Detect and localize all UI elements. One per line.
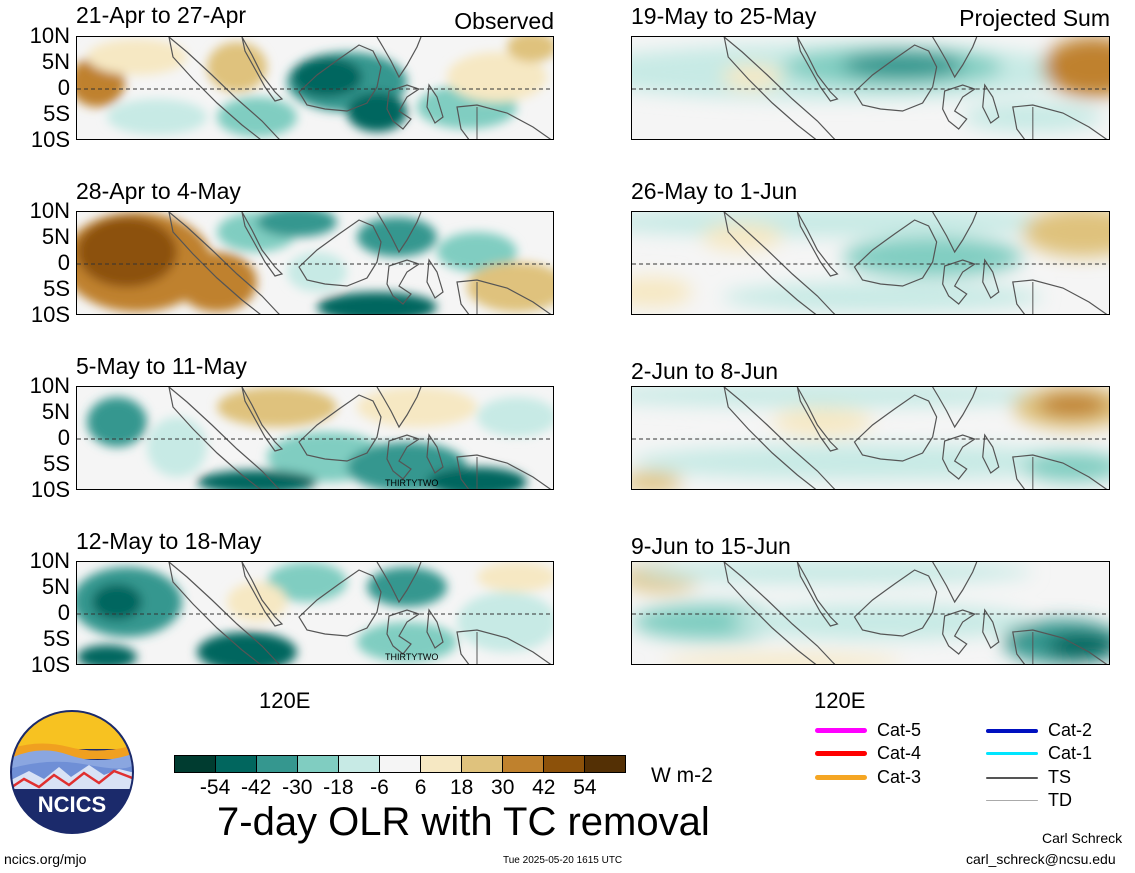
map-panel-right-1: [631, 36, 1110, 140]
main-title: 7-day OLR with TC removal: [217, 800, 710, 844]
right-panel-title-3: 2-Jun to 8-Jun: [631, 358, 779, 384]
legend-swatch: [986, 776, 1038, 779]
left-panel-title-1: 21-Apr to 27-Apr: [76, 2, 247, 28]
x-label-right: 120E: [814, 688, 866, 713]
projected-label: Projected Sum: [959, 5, 1110, 31]
legend-label: Cat-1: [1048, 743, 1093, 763]
legend-swatch: [986, 752, 1038, 755]
tc-label-panel-3: THIRTYTWO: [385, 478, 439, 488]
right-panel-title-4: 9-Jun to 15-Jun: [631, 533, 791, 559]
map-panel-left-3: [76, 386, 554, 490]
left-panel-title-3: 5-May to 11-May: [76, 353, 247, 379]
map-panel-left-1: [76, 36, 554, 140]
svg-text:NCICS: NCICS: [38, 792, 106, 817]
colorbar-swatch-4: [339, 756, 380, 772]
colorbar-tick-label: -30: [282, 776, 313, 799]
colorbar-swatch-9: [544, 756, 585, 772]
colorbar-swatch-3: [298, 756, 339, 772]
right-panel-title-1: 19-May to 25-May: [631, 3, 817, 29]
colorbar-swatch-1: [216, 756, 257, 772]
legend-item-cat-2: Cat-2: [986, 720, 1092, 741]
legend-item-cat-1: Cat-1: [986, 743, 1092, 764]
legend-item-cat-4: Cat-4: [815, 743, 921, 764]
legend-item-cat-3: Cat-3: [815, 767, 921, 788]
colorbar-units: W m-2: [651, 764, 713, 787]
footer-email[interactable]: carl_schreck@ncsu.edu: [966, 851, 1116, 867]
ncics-logo: NCICS: [10, 710, 134, 834]
footer-timestamp: Tue 2025-05-20 1615 UTC: [503, 855, 623, 866]
colorbar-tick-label: -18: [323, 776, 354, 799]
legend-label: TS: [1048, 767, 1072, 787]
map-panel-right-2: [631, 211, 1110, 315]
legend-item-td: TD: [986, 790, 1072, 811]
legend-swatch: [986, 800, 1038, 801]
legend-item-ts: TS: [986, 767, 1071, 788]
colorbar-swatch-2: [257, 756, 298, 772]
legend-swatch: [815, 775, 867, 780]
colorbar-tick-label: 6: [414, 776, 427, 799]
footer-url[interactable]: ncics.org/mjo: [4, 851, 87, 867]
legend-label: Cat-2: [1048, 720, 1093, 740]
legend-item-cat-5: Cat-5: [815, 720, 921, 741]
map-panel-right-4: [631, 561, 1110, 665]
legend-swatch: [815, 751, 867, 756]
colorbar-swatch-10: [585, 756, 625, 772]
colorbar-tick-label: 42: [532, 776, 556, 799]
observed-label: Observed: [454, 8, 554, 34]
legend-label: Cat-3: [877, 767, 922, 787]
colorbar-swatch-8: [503, 756, 544, 772]
colorbar-tick-label: 30: [491, 776, 515, 799]
map-panel-left-2: [76, 211, 554, 315]
colorbar-tick-label: -6: [370, 776, 389, 799]
colorbar-tick-label: 18: [449, 776, 474, 799]
left-panel-title-4: 12-May to 18-May: [76, 528, 262, 554]
legend-swatch: [986, 728, 1038, 733]
colorbar-tick-label: -42: [240, 776, 272, 799]
map-panel-left-4: [76, 561, 554, 665]
legend-label: Cat-5: [877, 720, 922, 740]
colorbar-swatch-0: [175, 756, 216, 772]
tc-label-panel-4: THIRTYTWO: [385, 652, 439, 662]
left-panel-title-2: 28-Apr to 4-May: [76, 178, 241, 204]
colorbar-swatch-7: [462, 756, 503, 772]
colorbar-tick-label: -54: [199, 776, 231, 799]
colorbar: [174, 755, 626, 773]
colorbar-tick-label: 54: [573, 776, 597, 799]
legend-swatch: [815, 728, 867, 733]
right-panel-title-2: 26-May to 1-Jun: [631, 178, 798, 204]
legend-label: Cat-4: [877, 743, 922, 763]
x-label-left: 120E: [259, 688, 311, 713]
colorbar-swatch-5: [380, 756, 421, 772]
map-panel-right-3: [631, 386, 1110, 490]
colorbar-swatch-6: [421, 756, 462, 772]
legend-label: TD: [1048, 790, 1072, 810]
footer-author: Carl Schreck: [1042, 830, 1123, 846]
